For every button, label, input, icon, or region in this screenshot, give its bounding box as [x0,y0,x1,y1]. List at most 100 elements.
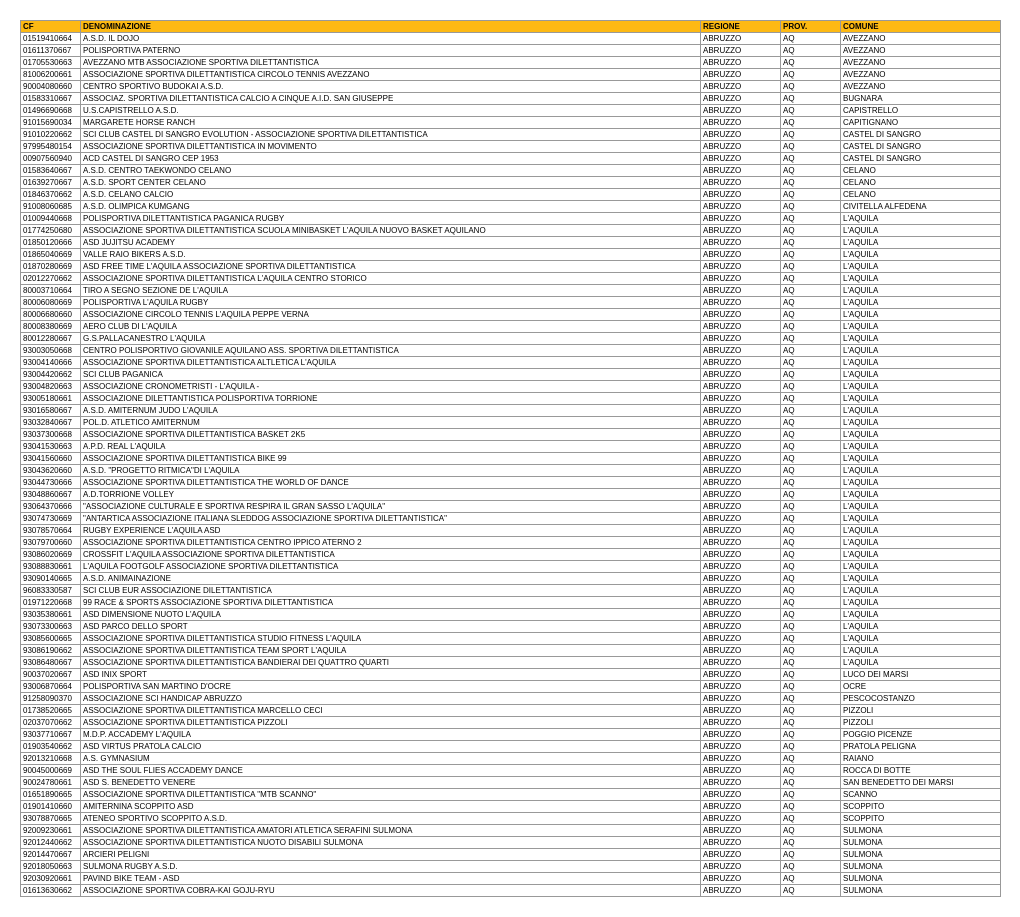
table-cell: 93090140665 [21,573,81,585]
table-cell: ASSOCIAZIONE SPORTIVA DILETTANTISTICA BA… [81,657,701,669]
table-cell: L'AQUILA [841,465,1001,477]
table-cell: ASSOCIAZIONE SPORTIVA DILETTANTISTICA AM… [81,825,701,837]
table-cell: ABRUZZO [701,237,781,249]
table-row: 80006080669POLISPORTIVA L'AQUILA RUGBYAB… [21,297,1001,309]
table-row: 97995480154ASSOCIAZIONE SPORTIVA DILETTA… [21,141,1001,153]
table-cell: SULMONA [841,885,1001,897]
table-cell: L'AQUILA [841,621,1001,633]
table-cell: ABRUZZO [701,141,781,153]
table-cell: AQ [781,357,841,369]
table-cell: SCI CLUB CASTEL DI SANGRO EVOLUTION - AS… [81,129,701,141]
table-row: 01583310667ASSOCIAZ. SPORTIVA DILETTANTI… [21,93,1001,105]
table-cell: 01583310667 [21,93,81,105]
table-cell: ABRUZZO [701,369,781,381]
table-cell: L'AQUILA [841,249,1001,261]
table-row: 01865040669VALLE RAIO BIKERS A.S.D.ABRUZ… [21,249,1001,261]
table-row: 92030920661PAVIND BIKE TEAM - ASDABRUZZO… [21,873,1001,885]
table-row: 01613630662ASSOCIAZIONE SPORTIVA COBRA-K… [21,885,1001,897]
table-cell: ASD S. BENEDETTO VENERE [81,777,701,789]
table-cell: 02037070662 [21,717,81,729]
table-row: 90037020667ASD INIX SPORTABRUZZOAQLUCO D… [21,669,1001,681]
table-cell: ABRUZZO [701,165,781,177]
table-cell: ABRUZZO [701,789,781,801]
table-cell: 92014470667 [21,849,81,861]
table-cell: SULMONA [841,861,1001,873]
table-cell: ABRUZZO [701,573,781,585]
table-cell: 01496690668 [21,105,81,117]
table-cell: ABRUZZO [701,825,781,837]
table-cell: CENTRO POLISPORTIVO GIOVANILE AQUILANO A… [81,345,701,357]
table-cell: AQ [781,237,841,249]
table-cell: ASD JUJITSU ACADEMY [81,237,701,249]
table-cell: ABRUZZO [701,741,781,753]
table-cell: AQ [781,285,841,297]
table-cell: 90045000669 [21,765,81,777]
table-cell: AQ [781,441,841,453]
table-row: 93043620660A.S.D. "PROGETTO RITMICA"DI L… [21,465,1001,477]
table-cell: ABRUZZO [701,333,781,345]
table-cell: 80006680660 [21,309,81,321]
table-row: 90004080660CENTRO SPORTIVO BUDOKAI A.S.D… [21,81,1001,93]
table-cell: L'AQUILA [841,357,1001,369]
table-cell: AQ [781,729,841,741]
table-row: 92014470667ARCIERI PELIGNIABRUZZOAQSULMO… [21,849,1001,861]
table-cell: ABRUZZO [701,357,781,369]
table-row: 93048860667A.D.TORRIONE VOLLEYABRUZZOAQL… [21,489,1001,501]
table-row: 93041560660ASSOCIAZIONE SPORTIVA DILETTA… [21,453,1001,465]
table-cell: PIZZOLI [841,717,1001,729]
table-cell: A.S. GYMNASIUM [81,753,701,765]
table-cell: ABRUZZO [701,489,781,501]
table-cell: AQ [781,465,841,477]
table-cell: L'AQUILA [841,477,1001,489]
table-cell: ABRUZZO [701,213,781,225]
table-cell: A.S.D. CENTRO TAEKWONDO CELANO [81,165,701,177]
table-cell: PAVIND BIKE TEAM - ASD [81,873,701,885]
table-row: 93085600665ASSOCIAZIONE SPORTIVA DILETTA… [21,633,1001,645]
table-cell: ABRUZZO [701,261,781,273]
table-row: 01583640667A.S.D. CENTRO TAEKWONDO CELAN… [21,165,1001,177]
table-cell: AQ [781,705,841,717]
table-row: 93044730666ASSOCIAZIONE SPORTIVA DILETTA… [21,477,1001,489]
table-row: 01611370667POLISPORTIVA PATERNOABRUZZOAQ… [21,45,1001,57]
table-cell: AQ [781,81,841,93]
table-cell: 93078570664 [21,525,81,537]
table-cell: AQ [781,753,841,765]
table-cell: AQ [781,789,841,801]
table-cell: AQ [781,489,841,501]
table-cell: L'AQUILA [841,453,1001,465]
table-cell: AQ [781,201,841,213]
table-cell: L'AQUILA [841,393,1001,405]
table-cell: ABRUZZO [701,285,781,297]
table-cell: ABRUZZO [701,669,781,681]
table-cell: 93003050668 [21,345,81,357]
table-row: 01651890665ASSOCIAZIONE SPORTIVA DILETTA… [21,789,1001,801]
table-cell: CROSSFIT L'AQUILA ASSOCIAZIONE SPORTIVA … [81,549,701,561]
table-row: 01846370662A.S.D. CELANO CALCIOABRUZZOAQ… [21,189,1001,201]
table-cell: ASSOCIAZIONE SPORTIVA COBRA-KAI GOJU-RYU [81,885,701,897]
table-cell: SULMONA [841,873,1001,885]
table-cell: CELANO [841,177,1001,189]
table-cell: ABRUZZO [701,717,781,729]
table-row: 01496690668U.S.CAPISTRELLO A.S.D.ABRUZZO… [21,105,1001,117]
table-row: 80006680660ASSOCIAZIONE CIRCOLO TENNIS L… [21,309,1001,321]
table-cell: CASTEL DI SANGRO [841,153,1001,165]
table-cell: ASSOCIAZIONE SPORTIVA DILETTANTISTICA CE… [81,537,701,549]
table-row: 93079700660ASSOCIAZIONE SPORTIVA DILETTA… [21,537,1001,549]
table-cell: 93048860667 [21,489,81,501]
table-cell: 80006080669 [21,297,81,309]
table-row: 01738520665ASSOCIAZIONE SPORTIVA DILETTA… [21,705,1001,717]
table-row: 93086190662ASSOCIAZIONE SPORTIVA DILETTA… [21,645,1001,657]
table-row: 01774250680ASSOCIAZIONE SPORTIVA DILETTA… [21,225,1001,237]
table-cell: ASSOCIAZIONE SPORTIVA DILETTANTISTICA L'… [81,273,701,285]
table-cell: ASSOCIAZIONE SCI HANDICAP ABRUZZO [81,693,701,705]
table-cell: AQ [781,345,841,357]
table-cell: 91258090370 [21,693,81,705]
table-cell: ABRUZZO [701,105,781,117]
table-cell: SULMONA RUGBY A.S.D. [81,861,701,873]
table-cell: AQ [781,165,841,177]
table-row: 91008060685A.S.D. OLIMPICA KUMGANGABRUZZ… [21,201,1001,213]
table-cell: L'AQUILA [841,501,1001,513]
table-row: 02012270662ASSOCIAZIONE SPORTIVA DILETTA… [21,273,1001,285]
table-row: 93086480667ASSOCIAZIONE SPORTIVA DILETTA… [21,657,1001,669]
table-cell: 93041530663 [21,441,81,453]
